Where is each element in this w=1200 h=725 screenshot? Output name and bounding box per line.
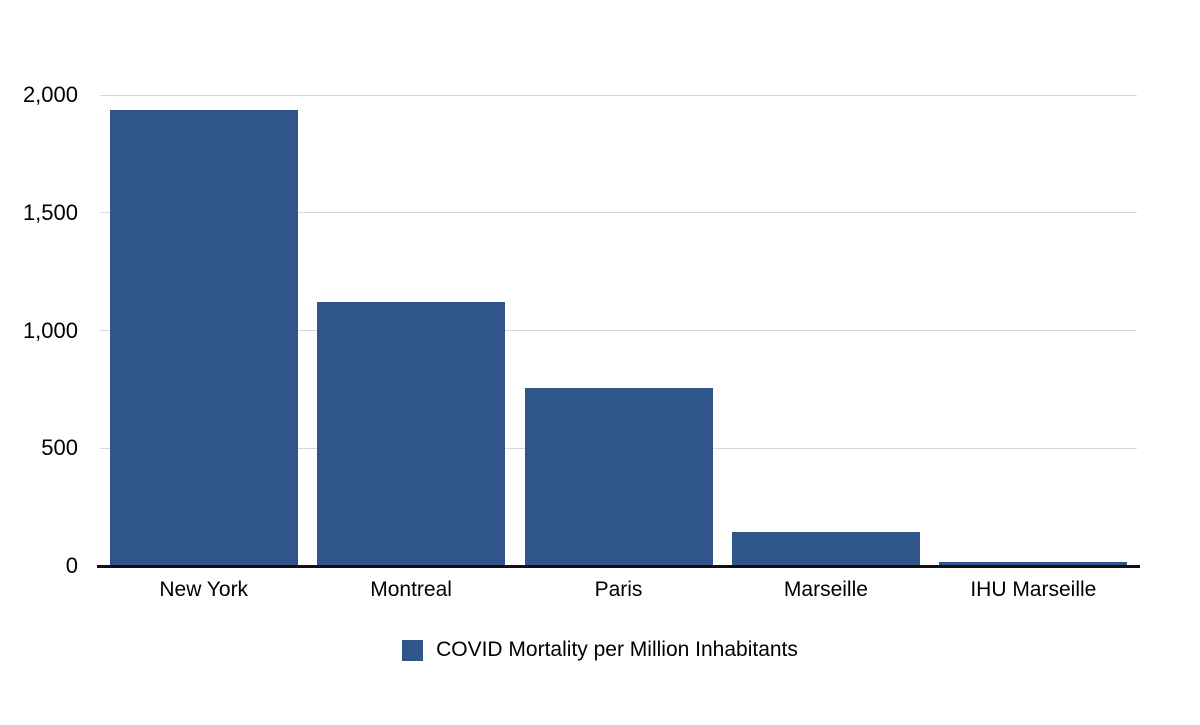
x-axis-category-labels: New York Montreal Paris Marseille IHU Marsei… [100,577,1137,603]
gridline-1500 [100,212,1137,214]
x-label-paris: Paris [594,578,643,601]
y-tick-label-500: 500 [41,435,78,461]
bar-new-york [109,110,298,566]
x-label-new-york: New York [159,578,249,601]
legend-label: COVID Mortality per Million Inhabitants [436,638,798,661]
x-axis-line [97,565,1140,568]
bar-marseille [731,531,920,566]
bar-montreal [317,301,506,566]
bar-ihu-marseille [939,561,1128,566]
bar-paris [524,387,713,566]
plot-area [100,94,1137,566]
legend: COVID Mortality per Million Inhabitants [0,638,1200,662]
y-tick-label-2,000: 2,000 [22,82,78,107]
gridline-1000 [100,330,1137,331]
x-label-ihu-marseille: IHU Marseille [970,578,1097,601]
gridline-2000 [100,94,1137,96]
y-tick-label-1,500: 1,500 [22,199,78,225]
x-label-montreal: Montreal [370,578,452,601]
legend-swatch [402,639,424,661]
x-label-marseille: Marseille [783,578,868,601]
y-tick-label-1,000: 1,000 [22,317,78,343]
y-tick-label-0: 0 [65,553,78,578]
